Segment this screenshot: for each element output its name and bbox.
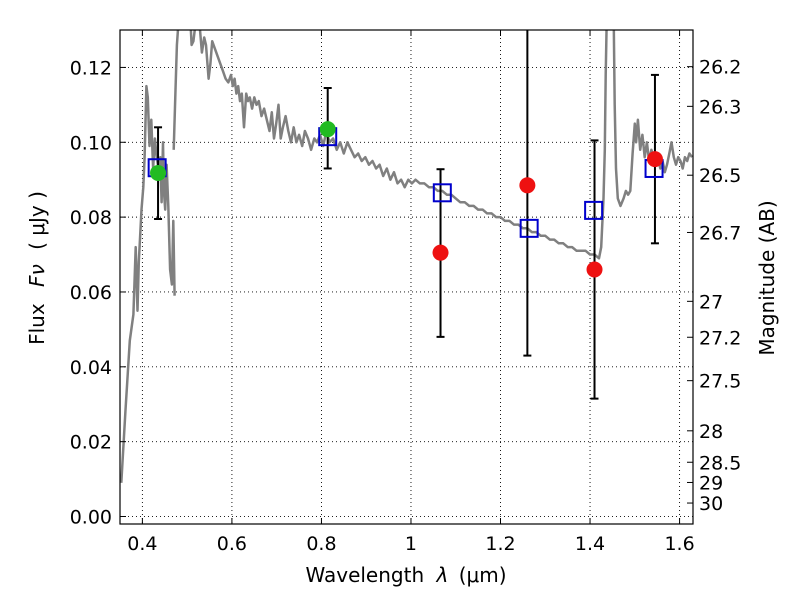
nondetection-point	[519, 177, 536, 194]
model-band-square	[519, 218, 539, 238]
x-axis-label: Wavelength λ (μm)	[305, 563, 506, 587]
model-band-square	[584, 200, 604, 220]
mag-tick-label: 29	[699, 472, 723, 494]
model-band-square	[432, 183, 452, 203]
plot-frame	[119, 29, 694, 525]
x-tick-label: 0.4	[127, 533, 157, 555]
mag-tick-label: 27	[699, 291, 723, 313]
mag-tick-label: 28	[699, 421, 723, 443]
mag-tick-label: 26.5	[699, 165, 741, 187]
mag-tick-label: 30	[699, 493, 723, 515]
detection-point	[319, 121, 336, 138]
y-axis-label: Flux Fν ( μJy )	[25, 191, 49, 345]
mag-tick-label: 27.2	[699, 327, 741, 349]
x-tick-label: 1.4	[575, 533, 605, 555]
y-tick-label: 0.06	[70, 282, 112, 304]
mag-tick-label: 26.2	[699, 57, 741, 79]
mag-tick-label: 26.7	[699, 222, 741, 244]
sed-model-line	[172, 30, 693, 260]
mag-tick-label: 26.3	[699, 96, 741, 118]
axis-ticks: 0.4 0.6 0.8 1 1.2 1.4 1.6 0.00 0.02 0.04 0.06 0.08 0…	[70, 30, 741, 555]
y-tick-label: 0.00	[70, 507, 112, 529]
x-tick-label: 1.2	[485, 533, 515, 555]
x-tick-label: 1	[405, 533, 417, 555]
y-tick-label: 0.02	[70, 432, 112, 454]
nondetection-point	[586, 261, 603, 278]
mag-tick-label: 28.5	[699, 452, 741, 474]
measured-points	[150, 121, 663, 278]
y-tick-label: 0.08	[70, 207, 112, 229]
mag-tick-label: 27.5	[699, 371, 741, 393]
detection-point	[150, 164, 167, 181]
y-tick-label: 0.04	[70, 357, 112, 379]
nondetection-point	[432, 244, 449, 261]
y-tick-label: 0.12	[70, 57, 112, 79]
nondetection-point	[646, 151, 663, 168]
y-tick-label: 0.10	[70, 132, 112, 154]
x-tick-label: 1.6	[664, 533, 694, 555]
x-tick-label: 0.6	[217, 533, 247, 555]
x-tick-label: 0.8	[306, 533, 336, 555]
y2-axis-label: Magnitude (AB)	[755, 200, 779, 355]
